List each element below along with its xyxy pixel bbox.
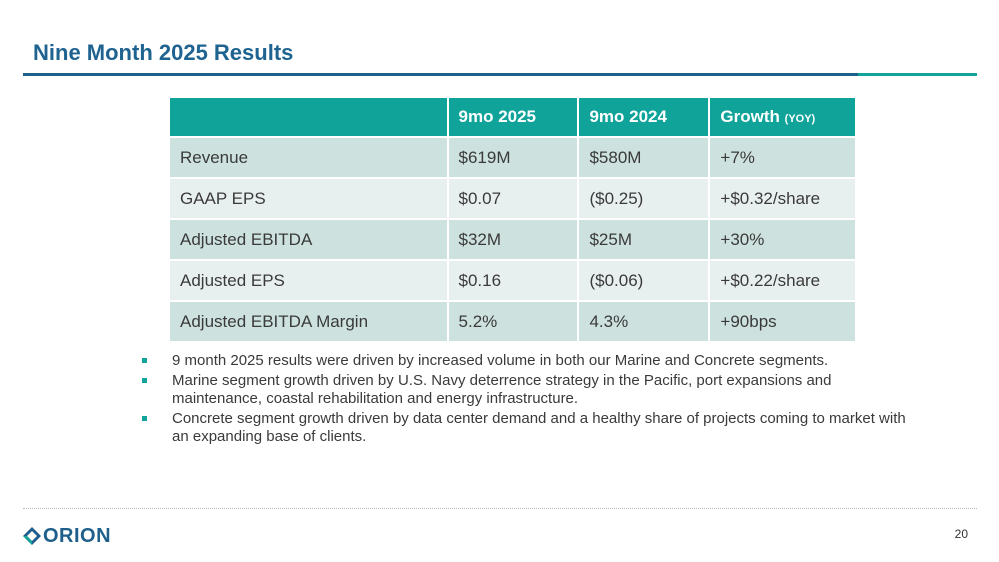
header-metric <box>170 98 449 138</box>
orion-logo-icon <box>23 527 41 545</box>
table-row: Adjusted EBITDA Margin 5.2% 4.3% +90bps <box>170 302 855 343</box>
bullet-text: 9 month 2025 results were driven by incr… <box>172 352 829 369</box>
slide-title: Nine Month 2025 Results <box>33 40 294 65</box>
title-divider <box>23 73 977 76</box>
orion-logo-text: ORION <box>43 524 112 547</box>
row-value-2025: $32M <box>448 220 580 261</box>
row-growth: +30% <box>710 220 855 261</box>
square-bullet-icon <box>142 358 147 363</box>
row-value-2025: $619M <box>448 138 580 179</box>
header-growth-label: Growth <box>720 107 780 126</box>
page-number: 20 <box>954 527 968 541</box>
row-growth: +$0.32/share <box>710 179 855 220</box>
results-table: 9mo 2025 9mo 2024 Growth (YOY) Revenue $… <box>170 98 855 343</box>
row-value-2024: $580M <box>579 138 711 179</box>
square-bullet-icon <box>142 416 147 421</box>
bullet-item: 9 month 2025 results were driven by incr… <box>142 352 912 370</box>
table-row: GAAP EPS $0.07 ($0.25) +$0.32/share <box>170 179 855 220</box>
table-row: Revenue $619M $580M +7% <box>170 138 855 179</box>
square-bullet-icon <box>142 378 147 383</box>
row-value-2025: $0.07 <box>448 179 580 220</box>
header-9mo-2024: 9mo 2024 <box>579 98 711 138</box>
orion-logo: ORION <box>22 525 111 547</box>
row-value-2024: $25M <box>579 220 711 261</box>
bullet-item: Concrete segment growth driven by data c… <box>142 410 912 446</box>
summary-bullets: 9 month 2025 results were driven by incr… <box>142 352 912 448</box>
header-growth-suffix: (YOY) <box>784 113 816 125</box>
row-value-2025: $0.16 <box>448 261 580 302</box>
title-divider-accent <box>858 73 977 76</box>
title-divider-main <box>23 73 858 76</box>
header-growth: Growth (YOY) <box>710 98 855 138</box>
row-value-2025: 5.2% <box>448 302 580 343</box>
row-growth: +7% <box>710 138 855 179</box>
row-metric: Adjusted EPS <box>170 261 449 302</box>
table-row: Adjusted EBITDA $32M $25M +30% <box>170 220 855 261</box>
bullet-item: Marine segment growth driven by U.S. Nav… <box>142 372 912 408</box>
row-metric: GAAP EPS <box>170 179 449 220</box>
row-metric: Adjusted EBITDA Margin <box>170 302 449 343</box>
row-value-2024: ($0.25) <box>579 179 711 220</box>
footer-divider <box>23 508 977 509</box>
header-9mo-2025: 9mo 2025 <box>448 98 580 138</box>
bullet-text: Marine segment growth driven by U.S. Nav… <box>172 372 832 407</box>
row-metric: Revenue <box>170 138 449 179</box>
row-metric: Adjusted EBITDA <box>170 220 449 261</box>
row-value-2024: ($0.06) <box>579 261 711 302</box>
row-value-2024: 4.3% <box>579 302 711 343</box>
row-growth: +$0.22/share <box>710 261 855 302</box>
table-header-row: 9mo 2025 9mo 2024 Growth (YOY) <box>170 98 855 138</box>
bullet-text: Concrete segment growth driven by data c… <box>172 410 906 445</box>
row-growth: +90bps <box>710 302 855 343</box>
table-row: Adjusted EPS $0.16 ($0.06) +$0.22/share <box>170 261 855 302</box>
